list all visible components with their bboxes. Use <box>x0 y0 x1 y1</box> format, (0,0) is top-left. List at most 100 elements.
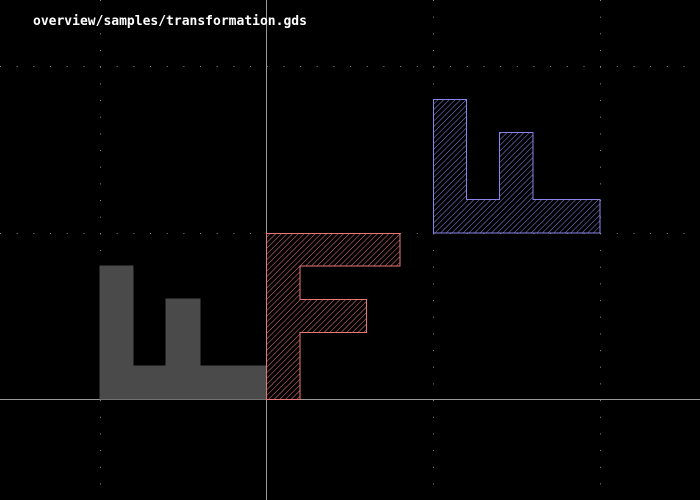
grid-dot <box>400 233 402 234</box>
grid-dot <box>50 233 51 234</box>
file-path-title: overview/samples/transformation.gds <box>33 14 307 29</box>
grid-dot <box>433 33 434 35</box>
grid-dot <box>433 50 434 51</box>
grid-dot <box>433 266 434 268</box>
grid-dot <box>433 233 434 235</box>
grid-dot <box>483 66 485 67</box>
grid-dot <box>683 233 685 234</box>
grid-dot <box>433 83 434 85</box>
grid-dot <box>450 66 452 67</box>
grid-dot <box>233 66 235 67</box>
grid-dot <box>316 66 318 67</box>
grid-dot <box>600 66 602 67</box>
grid-dot <box>116 66 118 67</box>
grid-dot <box>300 66 302 67</box>
grid-dot <box>200 66 201 67</box>
grid-dot <box>216 233 218 234</box>
grid-dot <box>150 66 151 67</box>
red-f-polygon[interactable] <box>266 233 401 400</box>
grid-dot <box>433 66 434 68</box>
grid-dot <box>600 450 601 452</box>
grid-dot <box>600 233 601 235</box>
grid-dot <box>100 66 101 68</box>
grid-dot <box>0 233 1 234</box>
grid-dot <box>600 466 601 468</box>
grid-dot <box>100 466 101 468</box>
grid-dot <box>416 233 418 234</box>
grid-dot <box>100 216 101 218</box>
grid-dot <box>600 250 601 252</box>
grid-dot <box>666 233 668 234</box>
grid-dot <box>100 450 101 452</box>
grid-dot <box>100 166 101 168</box>
grid-dot <box>466 66 468 67</box>
grid-dot <box>183 66 185 67</box>
grid-dot <box>50 66 51 67</box>
grid-dot <box>100 16 101 18</box>
grid-dot <box>583 66 585 67</box>
grid-dot <box>233 233 235 234</box>
grid-dot <box>116 233 118 234</box>
grid-dot <box>600 433 601 435</box>
grid-dot <box>433 283 434 285</box>
grid-dot <box>16 66 18 67</box>
grid-dot <box>550 66 552 67</box>
grid-dot <box>100 400 101 402</box>
grid-dot <box>433 16 434 18</box>
grid-dot <box>350 66 352 67</box>
grid-dot <box>366 66 368 67</box>
grid-dot <box>433 66 435 67</box>
grid-dot <box>166 233 168 234</box>
grid-dot <box>600 300 601 302</box>
grid-dot <box>600 0 601 1</box>
grid-dot <box>433 400 434 402</box>
grid-dot <box>133 233 135 234</box>
grid-dot <box>433 0 434 1</box>
grid-dot <box>433 250 434 252</box>
grid-dot <box>600 483 601 485</box>
grid-dot <box>616 233 618 234</box>
grid-dot <box>600 183 601 185</box>
blue-polygon[interactable] <box>433 99 601 234</box>
grid-dot <box>183 233 185 234</box>
grid-dot <box>433 300 434 302</box>
grid-dot <box>100 233 101 235</box>
grid-dot <box>0 66 1 67</box>
grid-dot <box>250 66 252 67</box>
grid-dot <box>433 433 434 435</box>
grid-dot <box>66 66 68 67</box>
grid-dot <box>600 100 601 101</box>
grid-dot <box>33 233 35 234</box>
grid-dot <box>433 416 434 418</box>
grid-dot <box>66 233 68 234</box>
grid-dot <box>600 33 601 35</box>
grid-dot <box>83 66 85 67</box>
grid-dot <box>650 233 652 234</box>
grid-dot <box>133 66 135 67</box>
grid-dot <box>600 66 601 68</box>
grid-dot <box>216 66 218 67</box>
grid-dot <box>600 283 601 285</box>
grid-dot <box>600 133 601 135</box>
grid-dot <box>616 66 618 67</box>
grid-dot <box>400 66 402 67</box>
grid-dot <box>100 250 101 252</box>
grid-dot <box>433 466 434 468</box>
gray-polygon[interactable] <box>99 265 267 400</box>
grid-dot <box>600 50 601 51</box>
grid-dot <box>666 66 668 67</box>
grid-dot <box>100 0 101 1</box>
grid-dot <box>500 66 502 67</box>
grid-dot <box>433 383 434 385</box>
grid-dot <box>600 400 601 402</box>
grid-dot <box>250 233 252 234</box>
grid-dot <box>633 233 635 234</box>
grid-dot <box>433 350 434 352</box>
grid-dot <box>683 66 685 67</box>
grid-dot <box>16 233 18 234</box>
grid-dot <box>416 66 418 67</box>
grid-dot <box>433 450 434 452</box>
grid-dot <box>516 66 518 67</box>
